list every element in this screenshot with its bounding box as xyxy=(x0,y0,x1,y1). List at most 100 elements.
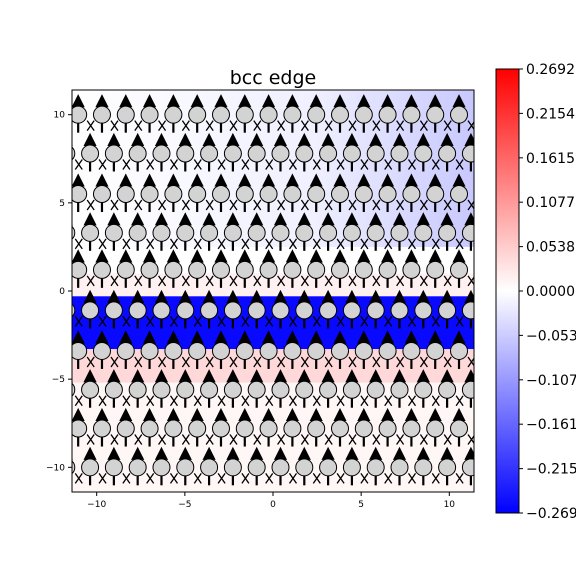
displacement-arrow-small xyxy=(98,395,107,407)
displacement-arrow-small xyxy=(63,276,70,286)
displacement-arrow-small xyxy=(277,356,286,368)
atom-150 xyxy=(92,419,111,438)
displacement-arrow-small xyxy=(324,199,333,211)
displacement-arrow-small xyxy=(110,275,119,287)
displacement-arrow-small xyxy=(229,120,238,132)
atom-6 xyxy=(188,105,207,124)
atom-113 xyxy=(92,341,111,360)
atom-80 xyxy=(188,260,207,279)
atom-21 xyxy=(104,144,123,163)
atom-13 xyxy=(354,105,373,124)
displacement-arrow-small xyxy=(360,238,369,250)
atom-184 xyxy=(461,458,474,477)
y-tick-label: −5 xyxy=(52,375,65,385)
displacement-arrow-small xyxy=(480,316,487,326)
displacement-arrow-small xyxy=(169,472,179,484)
colorbar-tick-label: 0.2154 xyxy=(526,106,575,122)
displacement-arrow-small xyxy=(229,434,238,445)
chart-title: bcc edge xyxy=(230,67,317,89)
atom-140 xyxy=(295,380,314,399)
displacement-arrow-small xyxy=(312,316,321,327)
displacement-arrow-small xyxy=(277,120,286,132)
x-axis-ticks: −10 −5 0 5 10 xyxy=(87,492,455,510)
atom-143 xyxy=(366,380,385,399)
displacement-arrow-small xyxy=(312,159,321,170)
atom-100 xyxy=(223,301,242,320)
displacement-arrow-small xyxy=(158,275,167,287)
atom-122 xyxy=(307,341,326,360)
displacement-arrow-small xyxy=(336,395,345,407)
colorbar-tick-label: 0.0000 xyxy=(526,284,575,300)
atom-144 xyxy=(390,380,409,399)
atom-88 xyxy=(378,260,397,279)
atom-123 xyxy=(331,341,349,360)
atom-73 xyxy=(461,223,474,242)
atom-119 xyxy=(235,341,254,360)
displacement-arrow-small xyxy=(324,356,333,368)
atom-56 xyxy=(72,225,76,240)
atom-98 xyxy=(176,301,195,320)
displacement-arrow-small xyxy=(443,120,452,132)
displacement-arrow-small xyxy=(63,357,70,367)
atom-158 xyxy=(283,419,302,438)
atom-17 xyxy=(450,105,469,124)
displacement-arrow-small xyxy=(312,472,321,484)
displacement-arrow-small xyxy=(336,159,345,170)
colorbar-tick-label: 0.1615 xyxy=(526,151,575,167)
atom-74 xyxy=(46,261,63,278)
atom-181 xyxy=(390,458,409,477)
displacement-arrow-small xyxy=(312,238,321,250)
atom-171 xyxy=(152,458,171,477)
displacement-arrow-small xyxy=(288,238,298,250)
atom-132 xyxy=(104,380,123,399)
displacement-arrow-small xyxy=(300,199,309,211)
atom-117 xyxy=(188,341,207,360)
atom-67 xyxy=(319,223,338,242)
displacement-arrow-small xyxy=(74,395,83,407)
atom-57 xyxy=(81,223,100,242)
atom-27 xyxy=(247,144,266,163)
displacement-arrow-small xyxy=(431,159,440,170)
displacement-arrow-small xyxy=(110,199,119,211)
atom-124 xyxy=(354,341,373,360)
atom-65 xyxy=(271,223,290,242)
atom-15 xyxy=(402,105,421,124)
atom-114 xyxy=(116,341,135,360)
atom-102 xyxy=(271,301,290,320)
atom-146 xyxy=(438,380,457,399)
displacement-arrow-small xyxy=(480,473,487,483)
atom-14 xyxy=(378,105,397,124)
displacement-arrow-small xyxy=(98,472,107,484)
displacement-arrow-small xyxy=(181,120,190,132)
displacement-arrow-small xyxy=(265,472,274,484)
atom-10 xyxy=(283,105,302,124)
atom-78 xyxy=(140,260,159,279)
displacement-arrow-small xyxy=(146,159,155,170)
displacement-arrow-small xyxy=(158,434,167,445)
atom-47 xyxy=(283,185,302,204)
atom-110 xyxy=(461,301,474,320)
displacement-arrow-small xyxy=(181,356,190,368)
displacement-arrow-small xyxy=(396,356,405,368)
displacement-arrow-small xyxy=(193,395,202,407)
atom-38 xyxy=(72,185,88,204)
atom-53 xyxy=(426,185,445,204)
displacement-arrow-small xyxy=(158,120,167,132)
displacement-arrow-small xyxy=(324,120,333,132)
displacement-arrow-small xyxy=(324,434,333,445)
displacement-arrow-small xyxy=(98,238,107,250)
atom-135 xyxy=(176,380,195,399)
atom-152 xyxy=(140,419,159,438)
displacement-arrow-small xyxy=(229,275,238,287)
displacement-arrow-small xyxy=(193,238,202,250)
atom-129 xyxy=(473,349,474,353)
displacement-arrow-small xyxy=(217,159,226,170)
atom-156 xyxy=(235,419,254,438)
atom-166 xyxy=(473,426,474,431)
atom-136 xyxy=(200,380,219,399)
displacement-arrow-small xyxy=(431,472,440,484)
atom-93 xyxy=(72,303,76,318)
atom-41 xyxy=(140,185,159,204)
atom-149 xyxy=(72,419,88,438)
atom-159 xyxy=(307,419,326,438)
